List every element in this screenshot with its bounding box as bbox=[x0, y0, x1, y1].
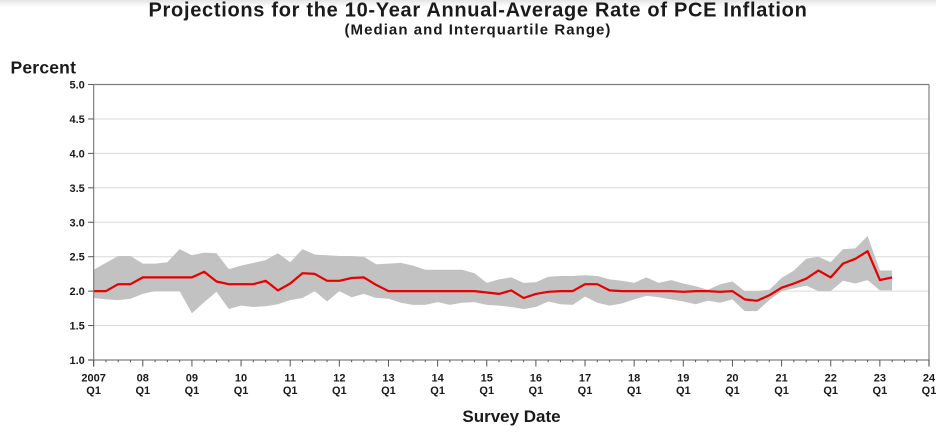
svg-text:17: 17 bbox=[579, 373, 591, 385]
svg-text:Q1: Q1 bbox=[823, 385, 838, 397]
svg-text:16: 16 bbox=[530, 373, 542, 385]
svg-text:19: 19 bbox=[677, 373, 689, 385]
svg-text:15: 15 bbox=[481, 373, 493, 385]
svg-text:Q1: Q1 bbox=[332, 385, 347, 397]
svg-text:20: 20 bbox=[726, 373, 738, 385]
svg-text:Q1: Q1 bbox=[774, 385, 789, 397]
svg-text:23: 23 bbox=[874, 373, 886, 385]
svg-text:Q1: Q1 bbox=[873, 385, 888, 397]
svg-text:18: 18 bbox=[628, 373, 640, 385]
svg-text:Q1: Q1 bbox=[529, 385, 544, 397]
svg-text:Q1: Q1 bbox=[676, 385, 691, 397]
svg-text:2.5: 2.5 bbox=[70, 252, 85, 264]
svg-text:14: 14 bbox=[431, 373, 444, 385]
svg-text:(Median and Interquartile Rang: (Median and Interquartile Range) bbox=[345, 22, 612, 39]
svg-text:1.5: 1.5 bbox=[70, 321, 85, 333]
svg-text:Q1: Q1 bbox=[381, 385, 396, 397]
svg-text:Q1: Q1 bbox=[479, 385, 494, 397]
svg-text:Q1: Q1 bbox=[578, 385, 593, 397]
svg-text:Q1: Q1 bbox=[185, 385, 200, 397]
svg-text:Q1: Q1 bbox=[135, 385, 150, 397]
svg-text:Q1: Q1 bbox=[86, 385, 101, 397]
svg-text:Q1: Q1 bbox=[234, 385, 249, 397]
svg-text:4.0: 4.0 bbox=[70, 148, 85, 160]
svg-text:13: 13 bbox=[382, 373, 394, 385]
svg-text:Q1: Q1 bbox=[627, 385, 642, 397]
svg-text:3.5: 3.5 bbox=[70, 183, 85, 195]
svg-text:3.0: 3.0 bbox=[70, 217, 85, 229]
svg-text:12: 12 bbox=[333, 373, 345, 385]
svg-text:Q1: Q1 bbox=[922, 385, 936, 397]
svg-text:2007: 2007 bbox=[81, 373, 105, 385]
svg-text:Q1: Q1 bbox=[283, 385, 298, 397]
svg-text:2.0: 2.0 bbox=[70, 286, 85, 298]
svg-text:09: 09 bbox=[186, 373, 198, 385]
svg-text:Percent: Percent bbox=[11, 58, 77, 78]
svg-text:08: 08 bbox=[137, 373, 149, 385]
svg-text:10: 10 bbox=[235, 373, 247, 385]
svg-text:Q1: Q1 bbox=[725, 385, 740, 397]
svg-text:4.5: 4.5 bbox=[70, 114, 85, 126]
svg-text:11: 11 bbox=[284, 373, 296, 385]
svg-text:22: 22 bbox=[825, 373, 837, 385]
svg-text:Survey Date: Survey Date bbox=[462, 407, 560, 426]
svg-text:1.0: 1.0 bbox=[70, 355, 85, 367]
svg-text:Projections for the 10-Year An: Projections for the 10-Year Annual-Avera… bbox=[149, 0, 808, 22]
svg-text:Q1: Q1 bbox=[430, 385, 445, 397]
svg-text:5.0: 5.0 bbox=[70, 80, 85, 92]
svg-text:21: 21 bbox=[775, 373, 787, 385]
svg-text:24: 24 bbox=[923, 373, 936, 385]
